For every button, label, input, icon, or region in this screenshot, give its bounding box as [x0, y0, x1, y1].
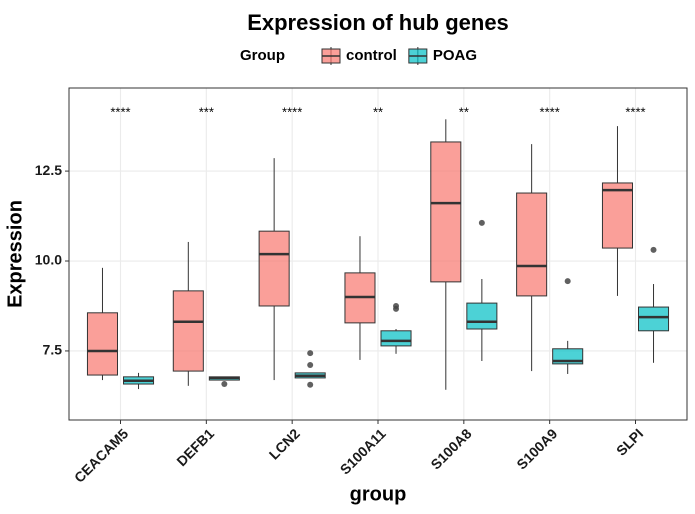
y-tick-label: 10.0	[35, 252, 62, 268]
box	[601, 182, 633, 249]
x-tick-label: S100A8	[427, 425, 474, 472]
outlier	[564, 278, 571, 285]
y-tick-label: 7.5	[43, 342, 63, 358]
outlier	[307, 381, 314, 388]
box	[172, 290, 204, 372]
box	[466, 302, 498, 330]
x-tick-label: SLPI	[613, 425, 646, 458]
legend-item: POAG	[408, 47, 477, 65]
legend-label: control	[346, 47, 397, 64]
annotation: ****	[540, 104, 560, 119]
plot-border	[68, 87, 688, 421]
legend-title: Group	[240, 47, 285, 64]
box	[86, 312, 118, 376]
box	[380, 330, 412, 347]
box	[258, 230, 290, 307]
outlier	[307, 350, 314, 357]
x-tick-label: CEACAM5	[71, 425, 131, 485]
outlier	[478, 219, 485, 226]
x-tick-label: S100A9	[513, 425, 560, 472]
x-axis-label: group	[350, 483, 407, 505]
outlier	[307, 361, 314, 368]
x-tick-label: DEFB1	[173, 425, 217, 469]
x-tick-label: LCN2	[266, 425, 303, 462]
outlier	[393, 305, 400, 312]
legend-label: POAG	[433, 47, 477, 64]
box	[638, 306, 670, 332]
outlier	[650, 246, 657, 253]
y-tick-label: 12.5	[35, 162, 62, 178]
annotation: ****	[282, 104, 302, 119]
outlier	[221, 381, 228, 388]
box	[430, 141, 462, 283]
x-tick-label: S100A11	[337, 425, 389, 477]
annotation: **	[459, 104, 469, 119]
annotation: ***	[199, 104, 214, 119]
legend-item: control	[321, 47, 397, 65]
box	[516, 192, 548, 297]
chart-title: Expression of hub genes	[247, 10, 509, 35]
y-axis-label: Expression	[4, 200, 26, 308]
annotation: **	[373, 104, 383, 119]
annotation: ****	[110, 104, 130, 119]
annotation: ****	[625, 104, 645, 119]
